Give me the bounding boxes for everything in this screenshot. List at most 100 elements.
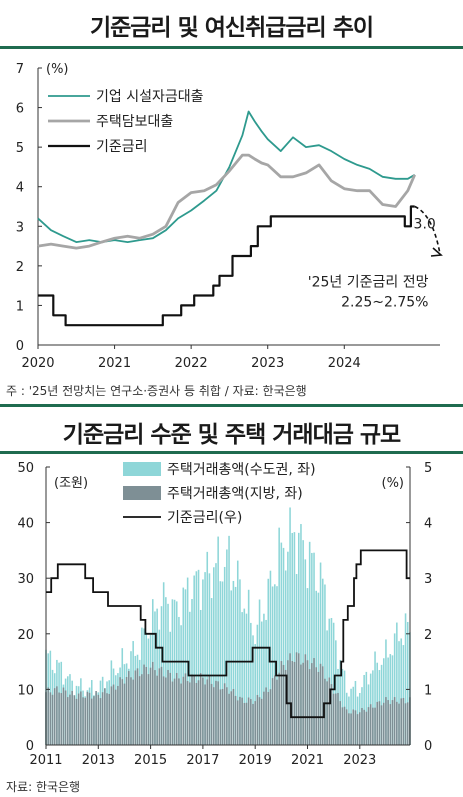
bar-capital (398, 641, 400, 745)
bar-regional (256, 694, 259, 745)
bar-regional (260, 698, 263, 745)
bar-capital (193, 575, 195, 745)
bar-regional (361, 707, 363, 745)
bar-regional (217, 681, 219, 745)
y-tick-label: 4 (16, 181, 24, 196)
bar-regional (104, 688, 106, 745)
bar-regional (313, 658, 315, 745)
x-tick-label: 2024 (328, 356, 361, 371)
bar-capital (319, 562, 322, 745)
bar-regional (86, 691, 89, 745)
bar-regional (158, 668, 161, 745)
bar-regional (335, 693, 337, 745)
y-left-tick-label: 0 (26, 739, 34, 754)
bar-regional (49, 692, 52, 745)
bar-regional (223, 683, 226, 745)
chart2-note: 자료: 한국은행 (6, 780, 81, 794)
bar-regional (180, 683, 182, 745)
bar-capital (195, 571, 198, 745)
x-tick-label: 2022 (175, 356, 208, 371)
bar-regional (97, 694, 100, 745)
bar-regional (393, 697, 396, 745)
bar-regional (189, 682, 191, 745)
bar-capital (330, 617, 333, 745)
bar-regional (80, 691, 82, 745)
bar-capital (252, 635, 254, 745)
bar-capital (293, 532, 296, 745)
bar-capital (232, 580, 235, 745)
bar-regional (67, 697, 69, 745)
bar-capital (223, 566, 226, 745)
bar-capital (313, 552, 315, 745)
rate-vs-housing-chart: 0 10 20 30 40 50 0 1 2 3 4 5 2011 2013 2015 2017 2019 202… (17, 461, 432, 768)
bar-capital (287, 551, 289, 745)
bar-capital (254, 644, 256, 745)
bar-regional (293, 661, 296, 745)
bar-capital (165, 597, 167, 745)
forecast-value-label: 3.0 (414, 217, 436, 233)
bar-regional (191, 674, 193, 745)
bar-regional (280, 661, 283, 745)
bar-capital (243, 608, 246, 745)
bar-regional (302, 662, 304, 745)
rate-trend-chart: 0 1 2 3 4 5 6 7 (%) 2020 2021 2022 2023 2024 3.0 '25년 기… (16, 62, 443, 371)
bar-regional (69, 694, 71, 745)
bar-capital (274, 584, 276, 745)
bar-regional (241, 697, 243, 745)
bar-regional (71, 690, 73, 745)
bar-regional (119, 677, 121, 745)
bar-regional (328, 677, 331, 745)
legend-label-0: 주택거래총액(수도권, 좌) (167, 462, 316, 478)
bar-regional (51, 694, 54, 745)
y-axis-unit: (%) (46, 62, 69, 77)
x-tick-label: 2017 (186, 753, 219, 768)
bar-regional (391, 700, 394, 745)
bar-regional (396, 701, 398, 745)
bar-regional (315, 667, 317, 745)
bar-regional (117, 685, 119, 745)
bar-regional (254, 701, 256, 745)
bar-regional (297, 653, 300, 745)
bar-regional (348, 713, 350, 745)
bar-regional (372, 707, 374, 745)
bar-capital (215, 563, 217, 745)
bar-regional (291, 661, 294, 745)
bar-capital (321, 578, 324, 745)
bar-regional (380, 705, 383, 745)
bar-regional (406, 702, 409, 745)
bar-capital (332, 622, 335, 745)
bar-capital (267, 578, 270, 745)
bar-capital (258, 599, 261, 745)
legend-swatch-1 (123, 486, 161, 500)
bar-regional (252, 703, 254, 745)
bar-regional (402, 697, 405, 745)
bar-regional (149, 667, 152, 745)
bar-regional (374, 707, 376, 745)
bar-capital (208, 573, 211, 745)
bar-capital (162, 582, 165, 745)
y-tick-label: 3 (16, 220, 24, 235)
bar-regional (138, 676, 141, 745)
chart1-note: 주 : '25년 전망치는 연구소·증권사 등 취합 / 자료: 한국은행 (6, 384, 307, 398)
bar-regional (304, 654, 307, 745)
bar-capital (324, 584, 326, 745)
bar-regional (400, 698, 402, 745)
x-tick-label: 2021 (98, 356, 131, 371)
bar-regional (289, 653, 291, 745)
bar-capital (247, 589, 250, 745)
bar-regional (125, 676, 128, 745)
bar-regional (300, 664, 302, 745)
bar-regional (154, 670, 156, 745)
bar-regional (385, 697, 387, 745)
bar-regional (330, 684, 333, 745)
bar-regional (173, 678, 176, 745)
bar-regional (60, 693, 63, 745)
forecast-range-label: 2.25~2.75% (341, 295, 428, 311)
bar-regional (250, 699, 252, 745)
bar-regional (234, 695, 237, 745)
bar-regional (324, 678, 326, 745)
bar-regional (356, 714, 359, 745)
bar-regional (382, 702, 385, 745)
bar-regional (121, 679, 124, 745)
bar-regional (341, 707, 344, 745)
